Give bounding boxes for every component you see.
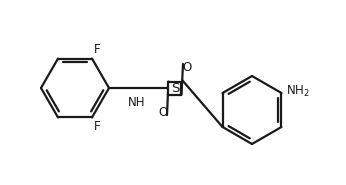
Text: F: F [94, 43, 101, 56]
Bar [169, 82, 182, 95]
Text: O: O [158, 105, 167, 119]
Text: O: O [182, 60, 192, 73]
Text: NH$_2$: NH$_2$ [286, 83, 310, 99]
Text: S: S [171, 82, 179, 95]
Text: F: F [94, 120, 101, 133]
Text: NH: NH [127, 96, 145, 109]
